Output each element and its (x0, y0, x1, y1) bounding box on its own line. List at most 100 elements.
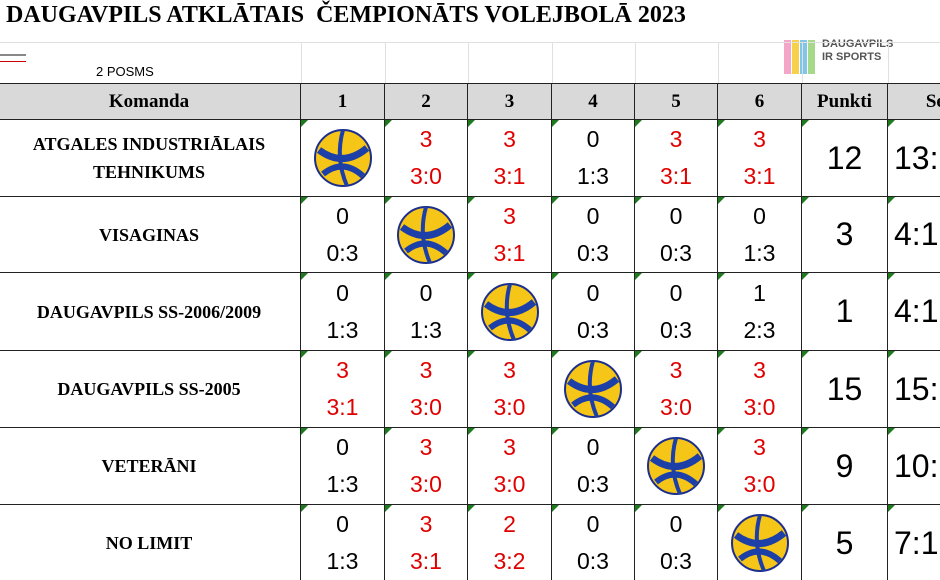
match-points: 0 (586, 279, 600, 306)
match-score: 3:0 (660, 394, 692, 420)
match-score: 3:1 (743, 163, 776, 189)
gridline (385, 42, 386, 84)
team-name: DAUGAVPILS SS-2005 (0, 351, 301, 428)
match-score: 3:2 (493, 548, 526, 574)
result-cell: 3 3:0 (718, 428, 802, 505)
result-cell: 0 0:3 (635, 273, 718, 351)
gridline (888, 42, 889, 84)
match-score: 1:3 (326, 316, 359, 343)
stage-label: 2 POSMS (96, 64, 154, 79)
match-points: 3 (503, 357, 516, 383)
result-cell: 0 0:3 (552, 428, 635, 505)
result-cell: 3 3:0 (468, 351, 552, 428)
column-header: 6 (718, 84, 802, 120)
gridline (802, 42, 803, 84)
volleyball (647, 437, 705, 495)
match-points: 2 (503, 511, 516, 537)
match-score: 1:3 (577, 163, 609, 189)
column-header: Set (888, 84, 940, 120)
team-line: ATGALES INDUSTRIĀLAIS (32, 134, 266, 154)
gridline (552, 42, 553, 84)
result-cell (552, 351, 635, 428)
left-logo-shape (0, 54, 26, 62)
match-score: 1:3 (326, 548, 359, 574)
match-points: 0 (669, 511, 683, 537)
match-points: 3 (503, 126, 516, 152)
gridline (468, 42, 469, 84)
result-cell: 0 0:3 (552, 197, 635, 273)
total-points: 1 (802, 273, 888, 351)
result-cell: 3 3:0 (385, 428, 468, 505)
team-line: DAUGAVPILS SS-2005 (57, 379, 241, 399)
column-header: Komanda (0, 84, 301, 120)
match-score: 3:1 (326, 394, 359, 420)
match-score: 3:0 (410, 394, 442, 420)
match-score: 3:1 (410, 548, 442, 574)
result-cell: 0 1:3 (301, 428, 385, 505)
match-points: 0 (669, 279, 683, 306)
gridline (301, 42, 302, 84)
result-cell: 0 0:3 (552, 505, 635, 580)
total-points: 5 (802, 505, 888, 580)
result-cell: 3 3:1 (301, 351, 385, 428)
match-points: 3 (669, 126, 683, 152)
result-cell: 0 0:3 (635, 197, 718, 273)
result-cell: 3 3:1 (468, 197, 552, 273)
match-points: 3 (419, 511, 433, 537)
match-score: 3:0 (410, 163, 442, 189)
match-points: 3 (503, 434, 516, 460)
match-points: 3 (503, 202, 516, 229)
result-cell: 3 3:1 (385, 505, 468, 580)
result-cell: 3 3:0 (468, 428, 552, 505)
gridline (635, 42, 636, 84)
match-score: 0:3 (577, 548, 609, 574)
sets: 13: (888, 120, 940, 197)
match-score: 3:0 (743, 471, 776, 497)
title: DAUGAVPILS ATKLĀTAIS ČEMPIONĀTS VOLEJBOL… (6, 2, 686, 28)
team-name: ATGALES INDUSTRIĀLAIS TEHNIKUMS (0, 120, 301, 197)
volleyball (313, 129, 372, 187)
left-logo (0, 52, 30, 66)
logo-graphic (784, 40, 815, 74)
match-points: 0 (586, 202, 600, 229)
result-cell: 0 1:3 (385, 273, 468, 351)
match-score: 3:1 (493, 163, 526, 189)
total-points: 12 (802, 120, 888, 197)
column-header: 5 (635, 84, 718, 120)
result-cell: 3 3:0 (385, 351, 468, 428)
match-points: 0 (586, 126, 600, 152)
sets: 4:1 (888, 273, 940, 351)
match-points: 3 (669, 357, 683, 383)
result-cell: 0 0:3 (301, 197, 385, 273)
match-points: 0 (336, 511, 349, 537)
match-score: 3:1 (493, 239, 526, 266)
result-cell (635, 428, 718, 505)
match-score: 0:3 (577, 239, 609, 266)
match-points: 0 (586, 434, 600, 460)
result-cell: 3 3:1 (635, 120, 718, 197)
match-score: 0:3 (577, 316, 609, 343)
result-cell: 3 3:1 (468, 120, 552, 197)
result-cell: 3 3:0 (718, 351, 802, 428)
match-score: 1:3 (326, 471, 359, 497)
total-points: 15 (802, 351, 888, 428)
logo-icon (782, 36, 822, 78)
team-name: DAUGAVPILS SS-2006/2009 (0, 273, 301, 351)
match-points: 0 (669, 202, 683, 229)
match-points: 0 (336, 434, 349, 460)
result-cell: 0 1:3 (301, 273, 385, 351)
match-points: 3 (336, 357, 349, 383)
match-score: 3:0 (493, 471, 526, 497)
result-cell (385, 197, 468, 273)
result-cell: 0 0:3 (635, 505, 718, 580)
result-cell: 0 1:3 (552, 120, 635, 197)
volleyball (730, 514, 789, 572)
volleyball (397, 205, 455, 264)
total-points: 3 (802, 197, 888, 273)
match-score: 3:0 (493, 394, 526, 420)
team-name: VISAGINAS (0, 197, 301, 273)
column-header: 3 (468, 84, 552, 120)
sets: 15: (888, 351, 940, 428)
column-header: 1 (301, 84, 385, 120)
result-cell: 0 1:3 (301, 505, 385, 580)
